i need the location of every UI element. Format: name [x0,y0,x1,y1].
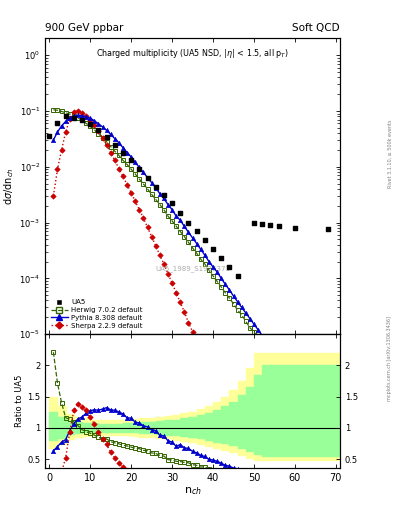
X-axis label: n$_{ch}$: n$_{ch}$ [184,485,202,497]
Point [161,191,167,199]
Point [193,227,200,235]
Legend: UA5, Herwig 7.0.2 default, Pythia 8.308 default, Sherpa 2.2.9 default: UA5, Herwig 7.0.2 default, Pythia 8.308 … [49,297,145,331]
Y-axis label: Ratio to UA5: Ratio to UA5 [15,375,24,428]
Point [87,120,94,129]
Point [251,219,257,227]
Point [144,174,151,182]
Text: 900 GeV ppbar: 900 GeV ppbar [45,23,123,33]
Point [292,224,298,232]
Point [46,132,52,140]
Point [112,140,118,148]
Point [226,263,233,271]
Point [169,199,175,207]
Text: mcplots.cern.ch [arXiv:1306.3436]: mcplots.cern.ch [arXiv:1306.3436] [387,316,392,401]
Point [275,222,282,230]
Point [325,225,331,233]
Point [152,183,159,191]
Point [128,156,134,164]
Text: UA5_1989_S1926373: UA5_1989_S1926373 [155,266,230,272]
Point [218,254,224,262]
Point [235,272,241,280]
Point [54,119,61,127]
Point [202,236,208,244]
Point [71,114,77,122]
Point [79,116,85,124]
Point [120,148,126,157]
Point [259,220,265,228]
Text: Charged multiplicity (UA5 NSD, $|\eta|$ < 1.5, all p$_T$): Charged multiplicity (UA5 NSD, $|\eta|$ … [96,47,289,60]
Point [185,219,192,227]
Point [62,112,69,120]
Point [103,133,110,141]
Point [136,165,143,174]
Point [267,221,274,229]
Point [210,245,216,253]
Text: Soft QCD: Soft QCD [292,23,340,33]
Point [177,208,184,217]
Y-axis label: d$\sigma$/dn$_{ch}$: d$\sigma$/dn$_{ch}$ [3,167,17,205]
Point [95,125,101,134]
Text: Rivet 3.1.10, ≥ 500k events: Rivet 3.1.10, ≥ 500k events [387,119,392,188]
